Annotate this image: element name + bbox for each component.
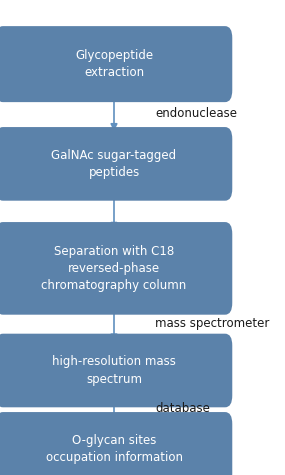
Text: O-glycan sites
occupation information: O-glycan sites occupation information bbox=[46, 434, 182, 464]
Text: GalNAc sugar-tagged
peptides: GalNAc sugar-tagged peptides bbox=[51, 149, 177, 179]
FancyBboxPatch shape bbox=[0, 26, 232, 102]
Text: Separation with C18
reversed-phase
chromatography column: Separation with C18 reversed-phase chrom… bbox=[41, 245, 187, 292]
FancyBboxPatch shape bbox=[0, 222, 232, 315]
Text: mass spectrometer: mass spectrometer bbox=[155, 317, 270, 330]
Text: database: database bbox=[155, 402, 210, 416]
Text: endonuclease: endonuclease bbox=[155, 107, 237, 120]
FancyBboxPatch shape bbox=[0, 412, 232, 475]
FancyBboxPatch shape bbox=[0, 333, 232, 407]
Text: high-resolution mass
spectrum: high-resolution mass spectrum bbox=[52, 355, 176, 386]
Text: Glycopeptide
extraction: Glycopeptide extraction bbox=[75, 49, 153, 79]
FancyBboxPatch shape bbox=[0, 127, 232, 200]
